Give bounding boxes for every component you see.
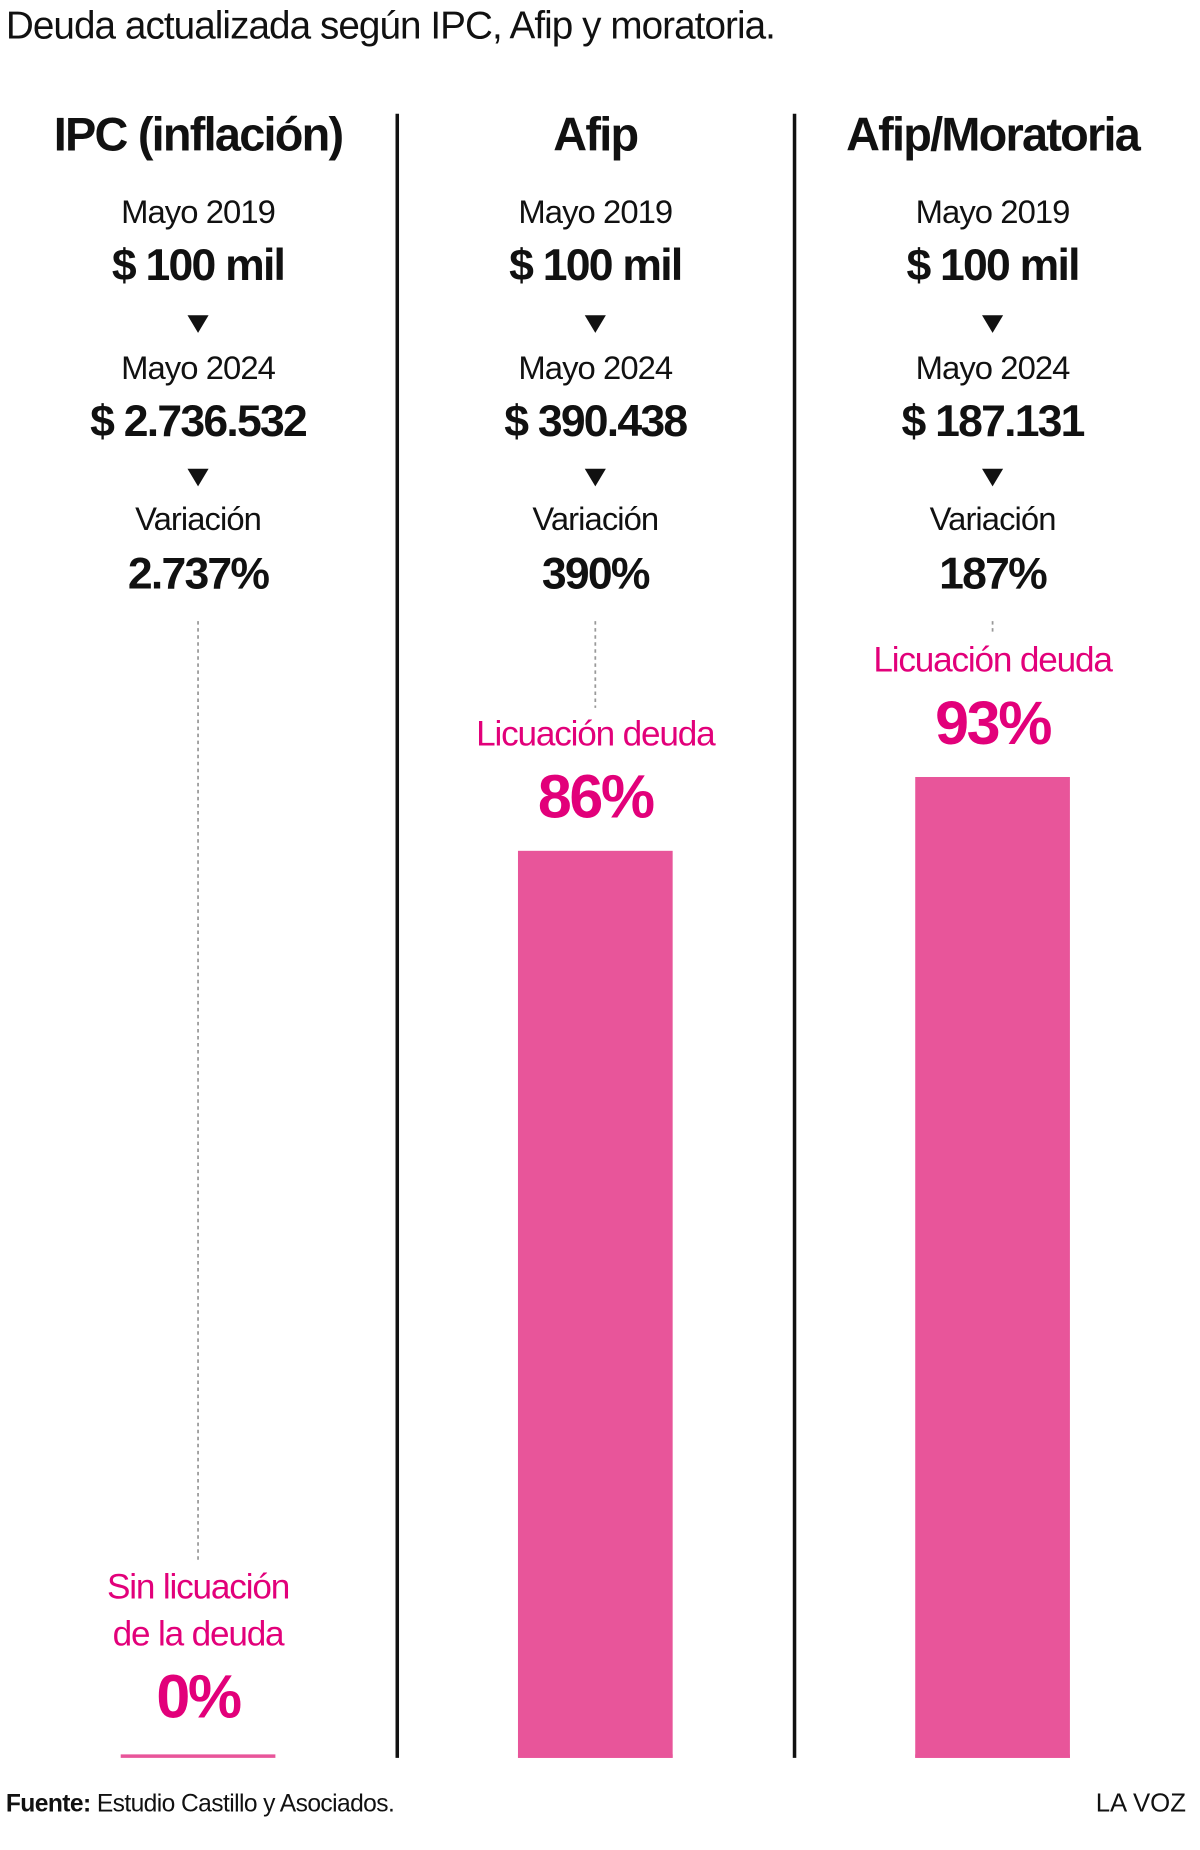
end-amount: $ 187.131 [901,397,1084,446]
bar [517,850,673,1758]
end-date: Mayo 2024 [121,349,276,386]
arrow [584,315,606,333]
start-date: Mayo 2019 [518,193,672,230]
source-label: Fuente: [6,1790,91,1817]
bar-label: Licuación deuda [476,714,716,753]
variation-label: Variación [930,500,1056,537]
variation-label: Variación [135,500,261,537]
end-amount: $ 2.736.532 [90,397,306,446]
start-amount: $ 100 mil [112,241,284,290]
end-date: Mayo 2024 [518,349,673,386]
value-label: 86% [538,763,654,831]
column-header: IPC (inflación) [54,109,343,161]
end-date: Mayo 2024 [916,349,1071,386]
start-amount: $ 100 mil [906,241,1078,290]
arrow [187,468,209,487]
column-header: Afip [553,109,637,161]
arrow [584,468,606,487]
start-date: Mayo 2019 [916,193,1070,230]
source-text: Estudio Castillo y Asociados. [97,1790,394,1817]
end-amount: $ 390.438 [504,397,687,446]
variation: 390% [542,549,650,598]
arrow [187,315,209,333]
bar [915,776,1070,1758]
start-amount: $ 100 mil [509,241,681,290]
chart-title: Deuda actualizada según IPC, Afip y mora… [6,4,775,47]
bar-label: Sin licuación [107,1567,289,1606]
value-label: 0% [156,1663,241,1731]
arrow [982,315,1004,333]
variation: 2.737% [128,549,270,598]
source: Fuente: Estudio Castillo y Asociados. [6,1790,394,1817]
column-header: Afip/Moratoria [846,109,1142,161]
variation-label: Variación [532,500,658,537]
bar-label: Licuación deuda [873,640,1113,679]
bar-label: de la deuda [113,1614,285,1653]
value-label: 93% [935,689,1051,757]
start-date: Mayo 2019 [121,193,275,230]
brand: LA VOZ [1096,1790,1186,1818]
variation: 187% [939,549,1047,598]
arrow [982,468,1004,487]
